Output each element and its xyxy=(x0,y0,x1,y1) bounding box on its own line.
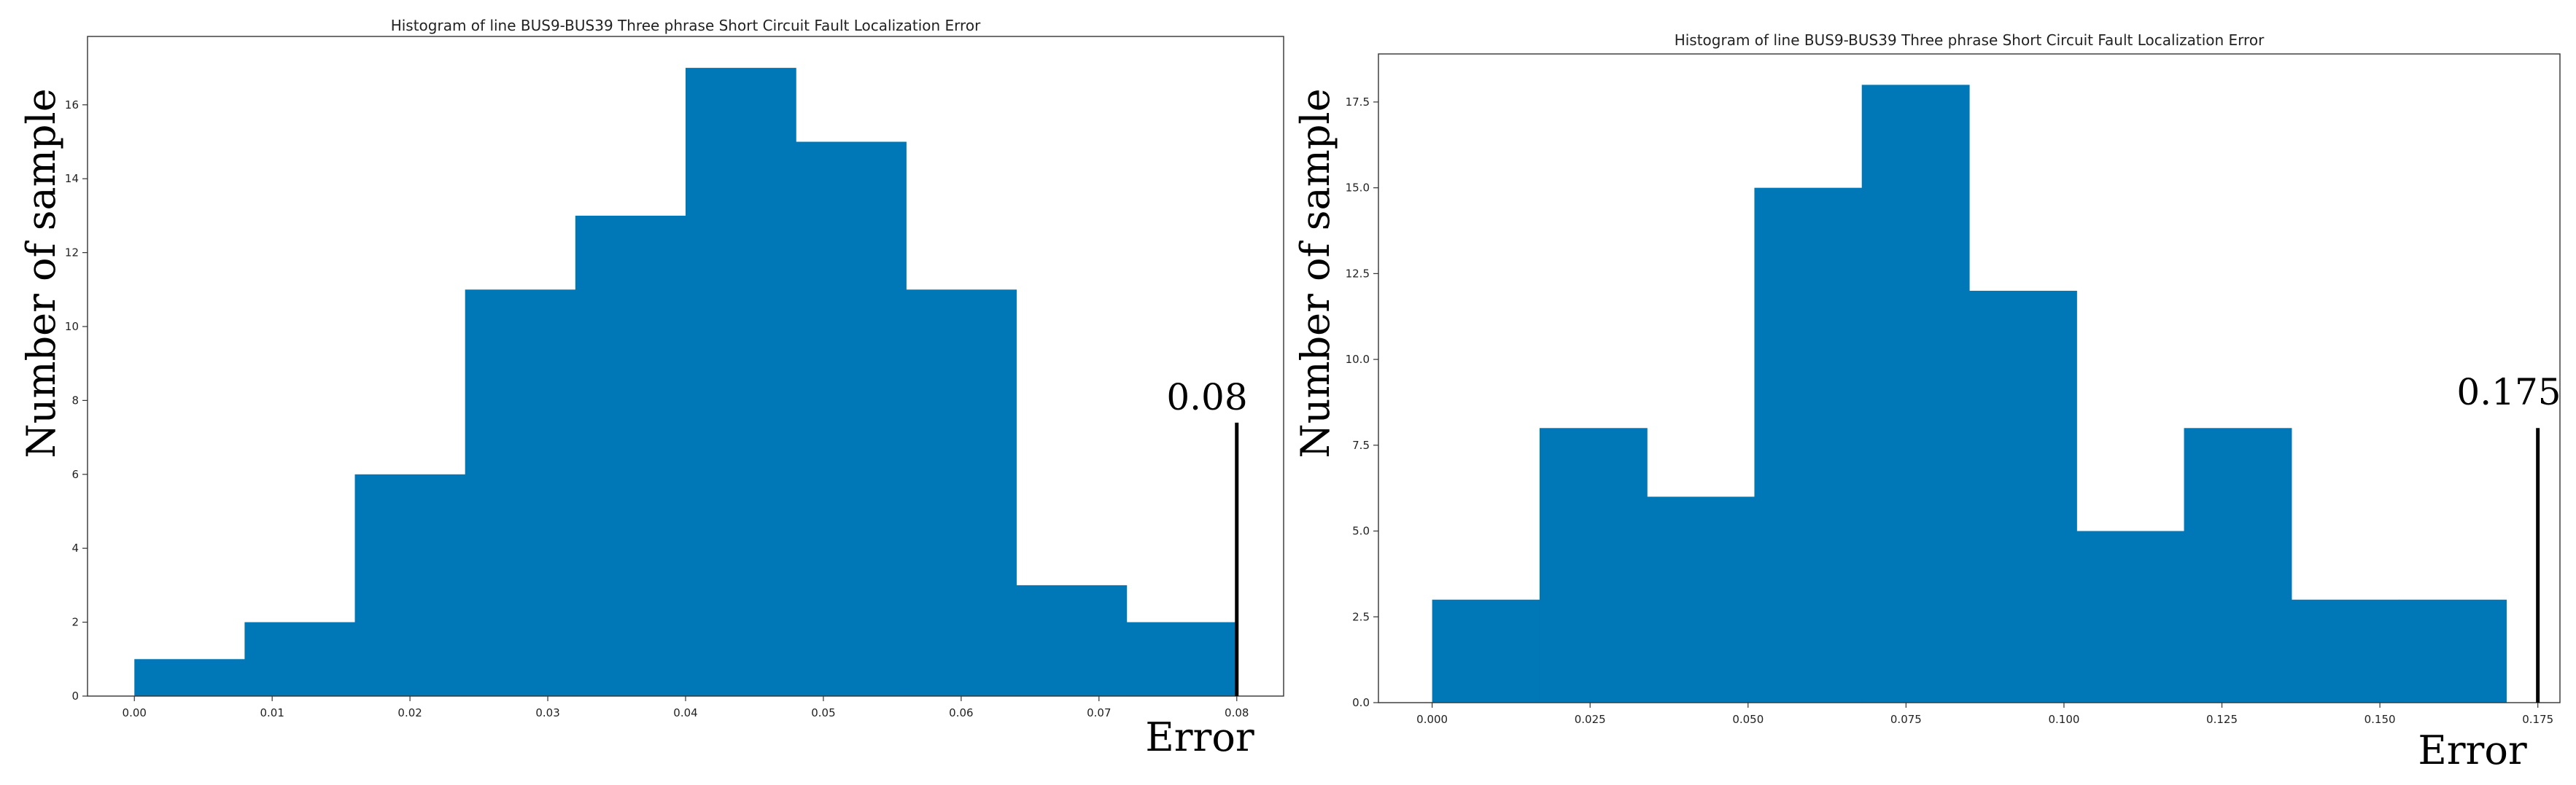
histogram-bar xyxy=(2076,531,2185,703)
x-tick-label: 0.04 xyxy=(673,706,697,719)
max-error-annotation: 0.08 xyxy=(1166,376,1248,696)
max-error-label: 0.08 xyxy=(1166,376,1247,418)
y-tick-label: 16 xyxy=(65,98,79,112)
y-ticks: 0.0 2.5 5.0 7.5 10.0 12.5 15.0 17.5 xyxy=(1346,95,1378,709)
histogram-bar xyxy=(244,622,356,696)
x-tick-label: 0.000 xyxy=(1416,713,1448,726)
y-tick-label: 0.0 xyxy=(1352,696,1370,709)
max-error-label: 0.175 xyxy=(2456,371,2561,413)
y-tick-label: 14 xyxy=(65,172,79,185)
x-tick-label: 0.07 xyxy=(1087,706,1111,719)
x-tick-label: 0.03 xyxy=(535,706,559,719)
y-axis-label: Number of sample xyxy=(18,88,64,458)
histogram-panel-1: 0.00 0.01 0.02 0.03 0.04 0.05 0.06 0.07 0.08 0 2 4 6… xyxy=(18,17,1284,760)
x-axis-label: Error xyxy=(2418,727,2527,773)
y-tick-label: 10.0 xyxy=(1346,353,1370,366)
histogram-bar xyxy=(1432,599,1540,703)
chart-title: Histogram of line BUS9-BUS39 Three phras… xyxy=(1675,31,2265,49)
x-axis-label: Error xyxy=(1145,714,1254,760)
y-axis-label: Number of sample xyxy=(1292,88,1338,458)
y-tick-label: 12.5 xyxy=(1346,267,1370,280)
y-tick-label: 0 xyxy=(71,690,79,703)
y-tick-label: 15.0 xyxy=(1346,181,1370,195)
chart-title: Histogram of line BUS9-BUS39 Three phras… xyxy=(391,17,981,34)
histogram-bar xyxy=(134,659,245,696)
y-tick-label: 4 xyxy=(71,542,79,555)
bars xyxy=(1432,85,2507,703)
bars xyxy=(134,68,1238,697)
histogram-bar xyxy=(1539,428,1648,703)
x-tick-label: 0.175 xyxy=(2522,713,2553,726)
axes-frame xyxy=(1378,53,2561,703)
y-tick-label: 6 xyxy=(71,468,79,481)
x-tick-label: 0.08 xyxy=(1225,706,1249,719)
x-ticks: 0.000 0.025 0.050 0.075 0.100 0.125 0.150 0.175 xyxy=(1416,703,2553,726)
histogram-panel-2: 0.000 0.025 0.050 0.075 0.100 0.125 0.150 0.175… xyxy=(1292,31,2561,773)
histogram-bar xyxy=(2184,428,2292,703)
histogram-bar xyxy=(2399,599,2507,703)
x-tick-label: 0.150 xyxy=(2364,713,2396,726)
histogram-bar xyxy=(354,474,466,696)
x-tick-label: 0.05 xyxy=(811,706,835,719)
x-tick-label: 0.01 xyxy=(260,706,284,719)
histogram-bar xyxy=(1126,622,1238,696)
histogram-bar xyxy=(796,141,907,697)
histogram-bar xyxy=(686,68,796,697)
histogram-bar xyxy=(1754,187,1863,703)
y-tick-label: 17.5 xyxy=(1346,95,1370,109)
y-ticks: 0 2 4 6 8 10 12 14 16 xyxy=(65,98,88,703)
histogram-bar xyxy=(1861,85,1970,703)
x-ticks: 0.00 0.01 0.02 0.03 0.04 0.05 0.06 0.07 0.08 xyxy=(123,696,1249,719)
y-tick-label: 10 xyxy=(65,320,79,333)
x-tick-label: 0.125 xyxy=(2206,713,2238,726)
y-tick-label: 8 xyxy=(71,394,79,407)
x-tick-label: 0.050 xyxy=(1732,713,1764,726)
max-error-annotation: 0.175 xyxy=(2456,371,2561,703)
histogram-bar xyxy=(1969,290,2077,703)
x-tick-label: 0.100 xyxy=(2048,713,2079,726)
histogram-bar xyxy=(575,215,686,696)
x-tick-label: 0.06 xyxy=(949,706,973,719)
histogram-bar xyxy=(906,289,1017,697)
histogram-bar xyxy=(1647,496,1756,703)
y-tick-label: 7.5 xyxy=(1352,439,1370,452)
y-tick-label: 12 xyxy=(65,246,79,259)
x-tick-label: 0.075 xyxy=(1890,713,1922,726)
x-tick-label: 0.02 xyxy=(397,706,422,719)
y-tick-label: 2.5 xyxy=(1352,610,1370,623)
y-tick-label: 5.0 xyxy=(1352,525,1370,538)
histogram-bar xyxy=(2291,599,2400,703)
y-tick-label: 2 xyxy=(71,616,79,629)
x-tick-label: 0.025 xyxy=(1575,713,1606,726)
histogram-bar xyxy=(465,289,576,697)
histogram-bar xyxy=(1016,585,1128,696)
x-tick-label: 0.00 xyxy=(123,706,147,719)
